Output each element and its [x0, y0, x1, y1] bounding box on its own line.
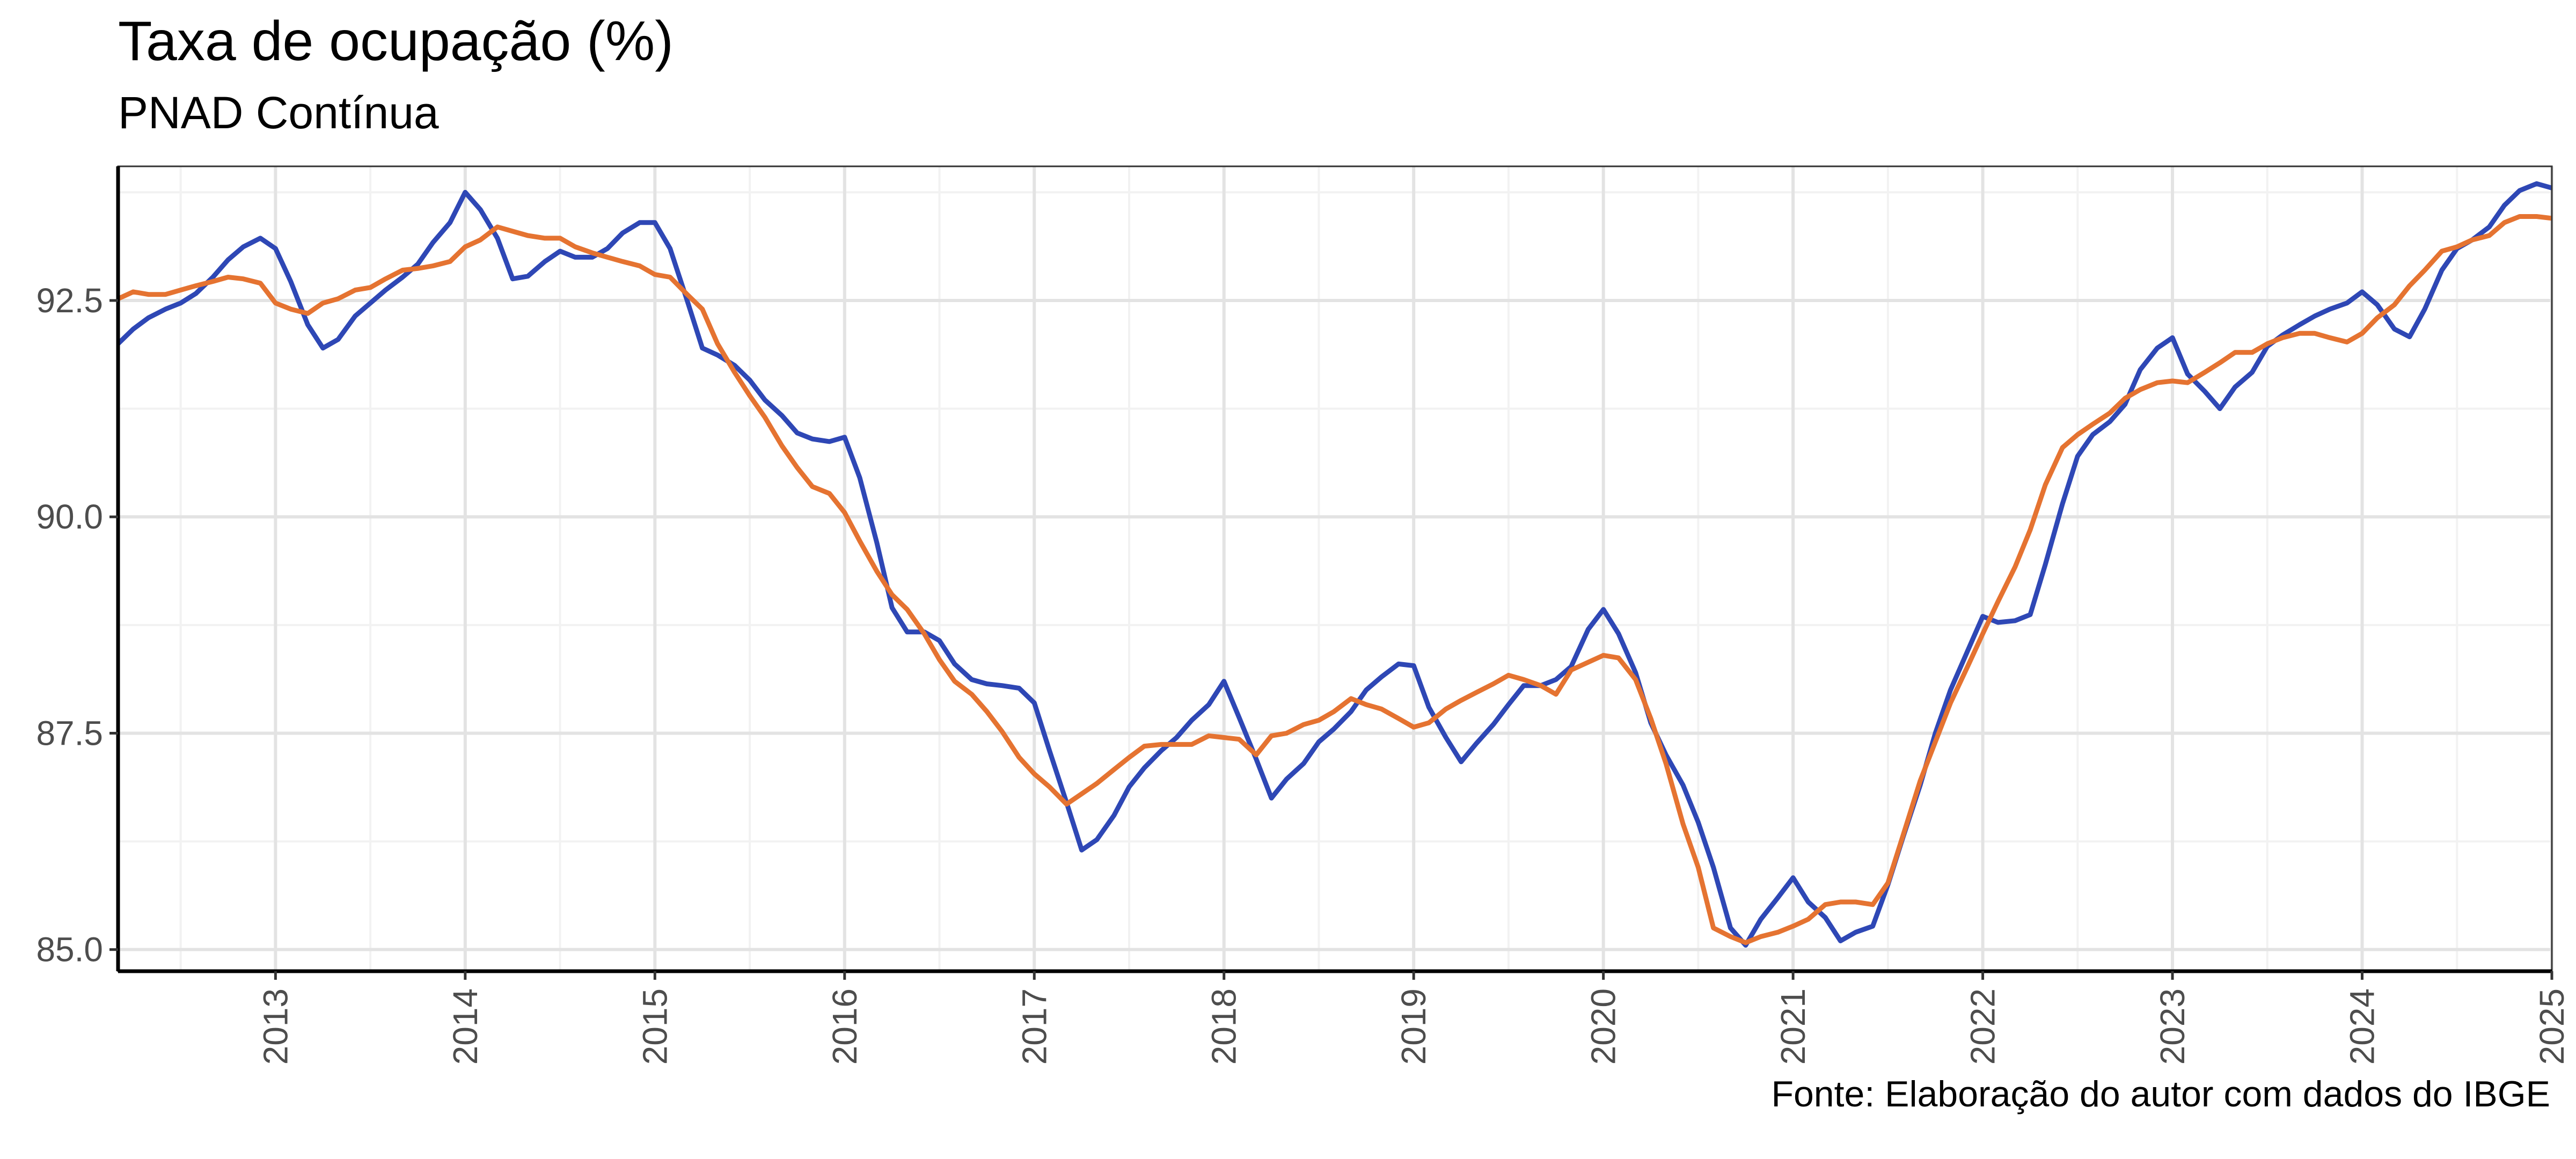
series-layer — [116, 181, 2553, 948]
series-line-smoothed — [117, 214, 2552, 945]
y-axis-tick-labels: 85.0 87.5 90.0 92.5 — [36, 281, 103, 969]
axes — [109, 165, 2553, 980]
x-axis-tick-labels: 2013 2014 2015 2016 2017 2018 2019 2020 2021 2022… — [256, 988, 2571, 1065]
major-gridlines — [118, 166, 2553, 971]
x-tick-label: 2023 — [2153, 988, 2192, 1065]
x-tick-label: 2016 — [825, 988, 864, 1065]
series-line-original — [116, 181, 2553, 948]
chart-title: Taxa de ocupação (%) — [118, 10, 674, 72]
x-tick-label: 2014 — [446, 988, 485, 1065]
chart-subtitle: PNAD Contínua — [118, 87, 439, 138]
y-tick-label: 90.0 — [36, 497, 103, 536]
x-tick-label: 2015 — [635, 988, 674, 1065]
y-tick-label: 87.5 — [36, 714, 103, 752]
x-tick-label: 2020 — [1584, 988, 1623, 1065]
x-tick-label: 2024 — [2343, 988, 2382, 1065]
y-tick-label: 92.5 — [36, 281, 103, 320]
y-tick-label: 85.0 — [36, 930, 103, 969]
x-tick-label: 2021 — [1774, 988, 1812, 1065]
panel-border — [117, 165, 2553, 972]
x-tick-label: 2019 — [1394, 988, 1433, 1065]
x-tick-label: 2013 — [256, 988, 295, 1065]
x-tick-label: 2018 — [1205, 988, 1243, 1065]
source-caption: Fonte: Elaboração do autor com dados do … — [1771, 1074, 2550, 1114]
minor-gridlines — [118, 166, 2552, 971]
x-tick-label: 2017 — [1015, 988, 1053, 1065]
x-tick-label: 2022 — [1964, 988, 2002, 1065]
x-tick-label: 2025 — [2533, 988, 2571, 1065]
